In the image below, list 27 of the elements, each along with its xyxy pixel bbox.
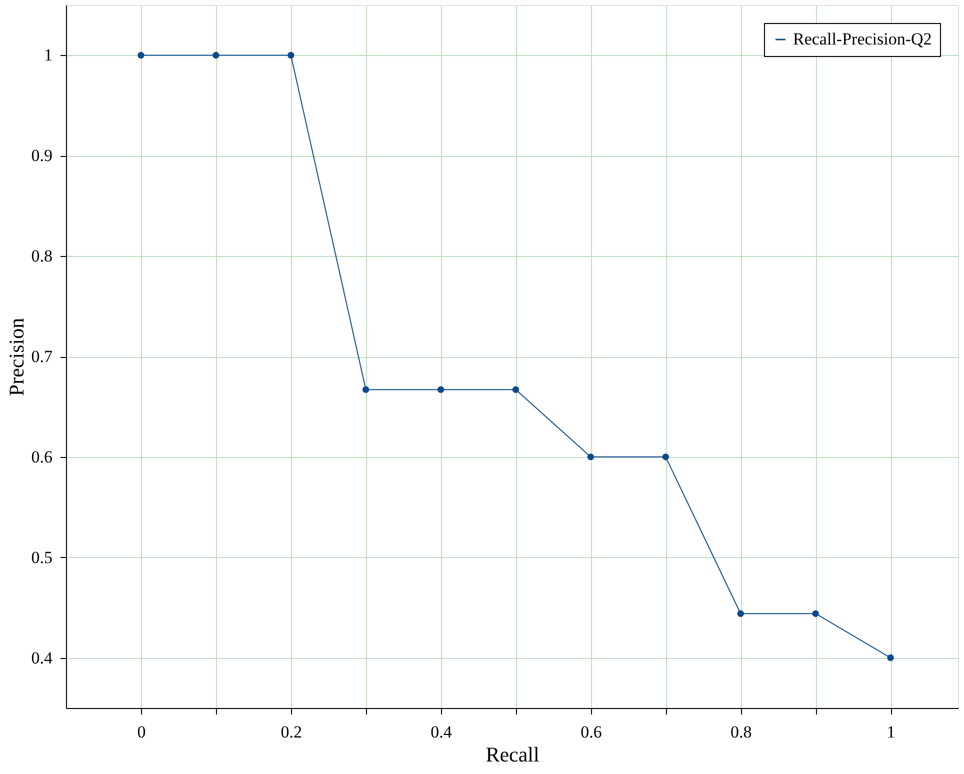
x-tick-label: 0.6 bbox=[580, 722, 602, 742]
x-axis-title: Recall bbox=[486, 742, 540, 766]
point bbox=[512, 386, 520, 393]
x-tick-label: 0.8 bbox=[730, 722, 752, 742]
point bbox=[887, 654, 894, 662]
x-tick-label: 1 bbox=[886, 722, 896, 742]
point bbox=[587, 454, 594, 460]
y-tick-label: 0.9 bbox=[31, 146, 52, 166]
point bbox=[437, 386, 444, 393]
y-tick-label: 1 bbox=[44, 46, 52, 65]
point bbox=[737, 610, 744, 617]
x-tick-label: 0.4 bbox=[430, 722, 452, 742]
y-tick-label: 0.5 bbox=[31, 548, 52, 567]
y-tick-label: 0.6 bbox=[31, 447, 52, 466]
y-tick-label: 0.8 bbox=[31, 246, 52, 266]
point bbox=[288, 52, 294, 59]
point bbox=[812, 610, 819, 617]
point bbox=[362, 386, 370, 393]
point bbox=[662, 454, 670, 460]
y-axis-title: Precision bbox=[4, 317, 28, 396]
x-tick-label: 0 bbox=[137, 722, 146, 742]
legend-label: Recall-Precision-Q2 bbox=[793, 30, 932, 48]
y-tick-label: 0.4 bbox=[31, 648, 53, 668]
point bbox=[212, 52, 220, 59]
point bbox=[138, 52, 144, 59]
x-tick-label: 0.2 bbox=[280, 722, 302, 742]
y-tick-label: 0.7 bbox=[31, 347, 53, 366]
